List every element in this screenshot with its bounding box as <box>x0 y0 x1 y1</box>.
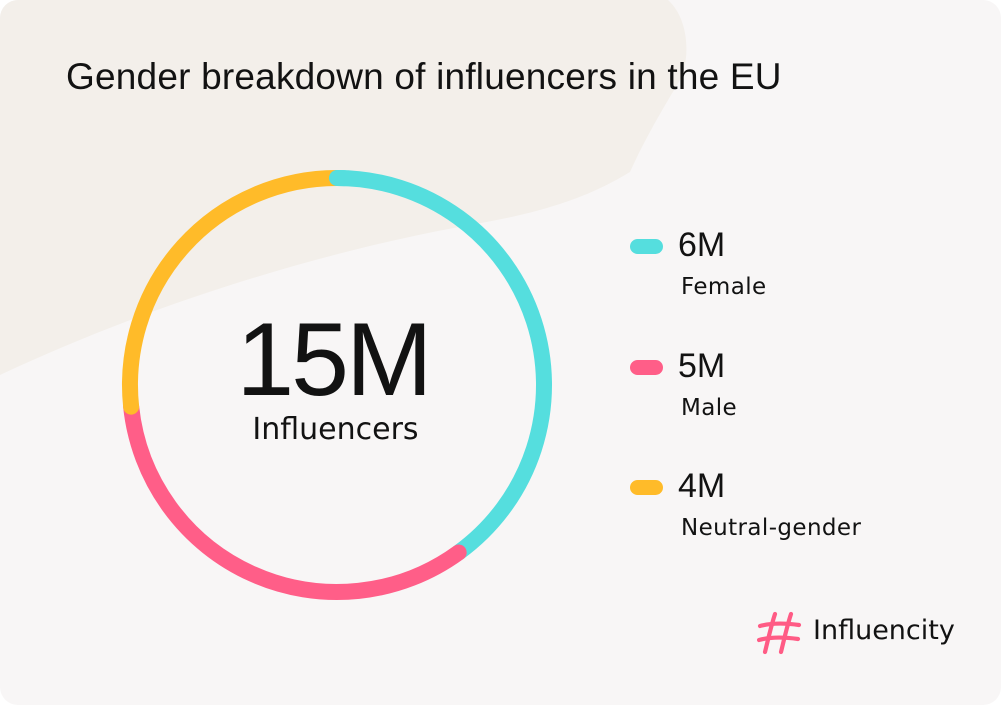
legend-swatch-neutral-gender <box>630 480 663 495</box>
legend-swatch-male <box>630 360 663 375</box>
legend-swatch-female <box>630 239 663 254</box>
legend-value-female: 6M <box>678 226 726 264</box>
legend-value-male: 5M <box>678 347 726 385</box>
total-label: Influencers <box>252 412 419 447</box>
brand-logo: Influencity <box>756 610 955 655</box>
hashtag-logo-icon <box>756 611 802 655</box>
donut-slice-male <box>123 398 467 600</box>
legend-value-neutral-gender: 4M <box>678 467 726 505</box>
donut-slice-neutral-gender <box>122 170 345 415</box>
total-value: 15M <box>236 302 432 418</box>
legend-label-female: Female <box>681 274 767 300</box>
legend-label-neutral-gender: Neutral-gender <box>681 515 862 541</box>
legend-label-male: Male <box>681 395 738 421</box>
chart-title: Gender breakdown of influencers in the E… <box>66 56 782 97</box>
donut-slice-female <box>329 170 552 561</box>
brand-name: Influencity <box>813 615 955 646</box>
